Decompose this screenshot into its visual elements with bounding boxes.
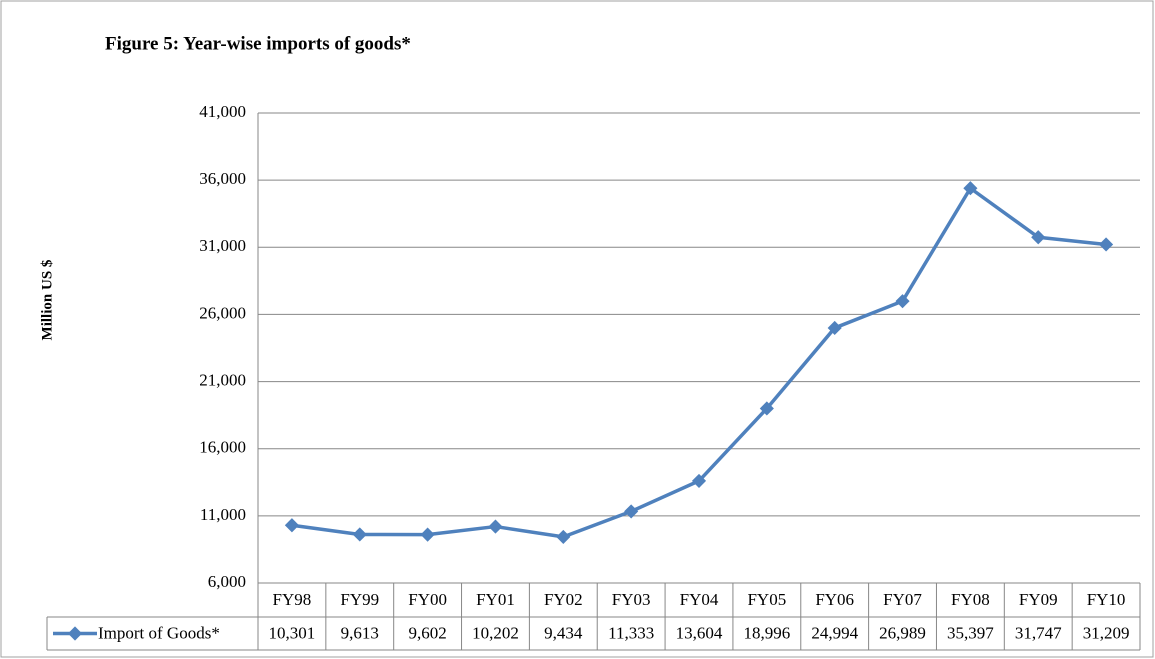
x-tick-label: FY04	[680, 590, 719, 609]
y-tick-label: 21,000	[199, 370, 246, 389]
data-table-value: 13,604	[676, 623, 723, 642]
data-table-value: 9,602	[408, 623, 446, 642]
x-tick-label: FY09	[1019, 590, 1058, 609]
marker	[1031, 230, 1046, 245]
marker	[1099, 237, 1114, 252]
data-table-value: 10,202	[472, 623, 519, 642]
data-table-value: 10,301	[269, 623, 316, 642]
x-tick-label: FY08	[951, 590, 990, 609]
x-tick-label: FY02	[544, 590, 583, 609]
x-tick-label: FY03	[612, 590, 651, 609]
data-table-value: 9,613	[341, 623, 379, 642]
data-table-value: 31,747	[1015, 623, 1062, 642]
marker	[895, 294, 910, 309]
chart-title: Figure 5: Year-wise imports of goods*	[105, 33, 411, 54]
x-tick-label: FY01	[476, 590, 515, 609]
x-tick-label: FY07	[883, 590, 922, 609]
data-table-value: 24,994	[811, 623, 858, 642]
data-table-value: 35,397	[947, 623, 994, 642]
marker	[488, 519, 503, 534]
legend-label: Import of Goods*	[98, 623, 220, 642]
y-tick-label: 26,000	[199, 303, 246, 322]
marker	[759, 401, 774, 416]
x-tick-label: FY06	[815, 590, 854, 609]
data-table-value: 26,989	[879, 623, 926, 642]
marker	[963, 181, 978, 196]
marker	[352, 527, 367, 542]
marker	[624, 504, 639, 519]
y-tick-label: 11,000	[200, 505, 246, 524]
y-tick-label: 41,000	[199, 102, 246, 121]
marker	[691, 473, 707, 488]
x-tick-label: FY05	[747, 590, 786, 609]
data-table-value: 9,434	[544, 623, 583, 642]
x-tick-label: FY00	[408, 590, 447, 609]
marker	[284, 518, 299, 533]
y-tick-label: 16,000	[199, 438, 246, 457]
y-axis-label: Million US $	[39, 259, 55, 340]
y-tick-label: 6,000	[208, 572, 246, 591]
x-tick-label: FY98	[273, 590, 312, 609]
legend-marker	[67, 626, 83, 641]
y-tick-label: 31,000	[199, 236, 246, 255]
marker	[420, 527, 435, 542]
x-tick-label: FY10	[1087, 590, 1126, 609]
data-table-value: 18,996	[743, 623, 790, 642]
marker	[556, 529, 571, 544]
data-table-value: 11,333	[608, 623, 654, 642]
x-tick-label: FY99	[340, 590, 379, 609]
y-tick-label: 36,000	[199, 169, 246, 188]
marker	[827, 320, 842, 336]
data-table-value: 31,209	[1083, 623, 1130, 642]
